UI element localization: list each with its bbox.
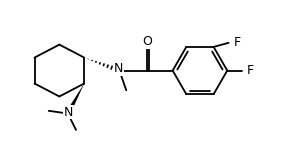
Text: N: N	[64, 106, 73, 119]
Text: F: F	[233, 36, 240, 49]
Polygon shape	[66, 83, 84, 115]
Text: N: N	[114, 62, 124, 75]
Text: F: F	[247, 64, 254, 77]
Text: O: O	[142, 35, 152, 48]
